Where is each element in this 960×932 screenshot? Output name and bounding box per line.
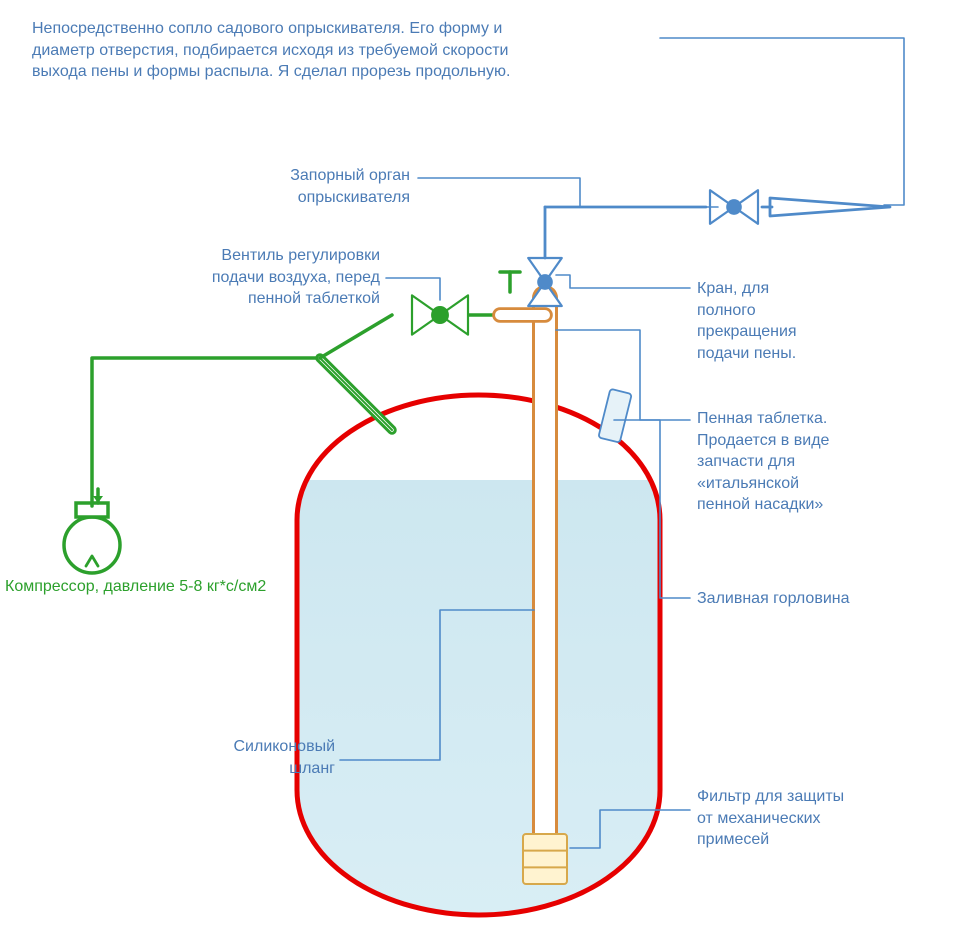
label-compressor: Компрессор, давление 5-8 кг*с/см2 [5, 576, 285, 598]
leader-crane [556, 275, 690, 288]
fill-neck [598, 389, 631, 443]
label-foam-tablet: Пенная таблетка. Продается в виде запчас… [697, 408, 957, 516]
label-filter: Фильтр для защиты от механических примес… [697, 786, 947, 851]
label-fill-neck: Заливная горловина [697, 588, 947, 610]
label-nozzle: Непосредственно сопло садового опрыскива… [32, 18, 652, 83]
leader-shutoff [418, 178, 718, 207]
label-air-valve: Вентиль регулировки подачи воздуха, пере… [80, 245, 380, 310]
leader-nozzle [660, 38, 904, 205]
label-shutoff: Запорный орган опрыскивателя [150, 165, 410, 208]
label-crane: Кран, для полного прекращения подачи пен… [697, 278, 947, 364]
label-hose: Силиконовый шланг [135, 736, 335, 779]
